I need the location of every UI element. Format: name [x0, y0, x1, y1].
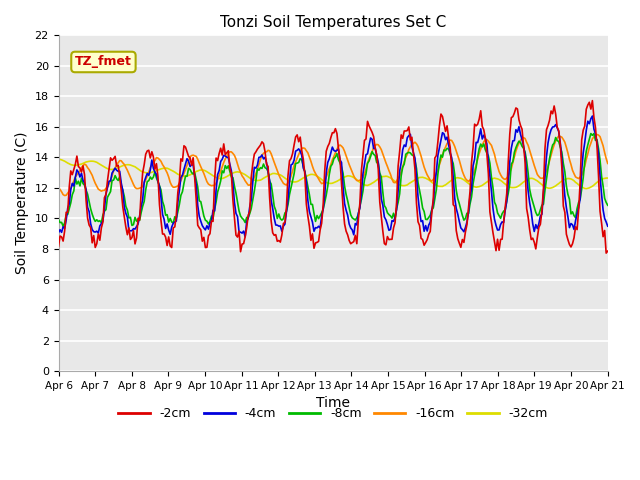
Text: TZ_fmet: TZ_fmet [75, 56, 132, 69]
Legend: -2cm, -4cm, -8cm, -16cm, -32cm: -2cm, -4cm, -8cm, -16cm, -32cm [113, 402, 553, 425]
Y-axis label: Soil Temperature (C): Soil Temperature (C) [15, 132, 29, 275]
Title: Tonzi Soil Temperatures Set C: Tonzi Soil Temperatures Set C [220, 15, 446, 30]
X-axis label: Time: Time [316, 396, 350, 410]
